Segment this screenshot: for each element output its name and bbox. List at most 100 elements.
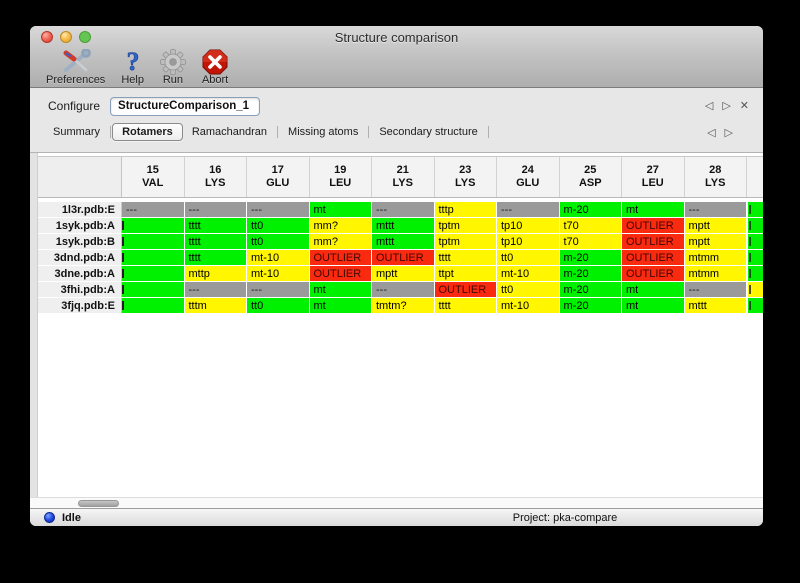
row-label[interactable]: 3dnd.pdb:A <box>38 250 122 266</box>
configure-input[interactable] <box>110 96 261 116</box>
rotamer-cell[interactable]: mttt <box>372 218 435 234</box>
column-header-25[interactable]: 25 ASP <box>560 157 622 197</box>
column-header-23[interactable]: 23 LYS <box>435 157 497 197</box>
rotamer-cell[interactable]: t70 <box>559 234 622 250</box>
rotamer-cell-clipped[interactable] <box>747 298 763 314</box>
rotamer-cell-clipped[interactable] <box>747 266 763 282</box>
rotamer-cell[interactable]: mt-10 <box>247 250 310 266</box>
rotamer-cell[interactable]: --- <box>497 202 560 218</box>
tab-prev-icon[interactable]: ◁ <box>707 126 716 139</box>
column-header-16[interactable]: 16 LYS <box>185 157 247 197</box>
column-header-17[interactable]: 17 GLU <box>247 157 310 197</box>
rotamer-cell[interactable]: tt0 <box>247 298 310 314</box>
rotamer-cell[interactable]: m-20 <box>559 266 622 282</box>
rotamer-cell[interactable]: mt-10 <box>497 298 560 314</box>
rotamer-cell[interactable]: mtmm <box>684 250 747 266</box>
rotamer-cell[interactable]: --- <box>372 282 435 298</box>
rotamer-cell[interactable]: --- <box>247 282 310 298</box>
rotamer-cell[interactable]: tptm <box>434 218 497 234</box>
rotamer-cell[interactable]: tp10 <box>497 218 560 234</box>
rotamer-cell[interactable]: ttpt <box>434 266 497 282</box>
rotamer-cell[interactable]: OUTLIER <box>622 266 685 282</box>
rotamer-cell-clipped[interactable] <box>747 234 763 250</box>
rotamer-cell[interactable]: OUTLIER <box>622 250 685 266</box>
rotamer-cell[interactable]: mt-10 <box>247 266 310 282</box>
rotamer-cell-clipped[interactable] <box>747 282 763 298</box>
horizontal-scrollbar-thumb[interactable] <box>78 500 119 507</box>
rotamer-cell[interactable]: --- <box>684 202 747 218</box>
rotamer-cell[interactable]: mttp <box>184 266 247 282</box>
rotamer-cell[interactable]: mt <box>622 282 685 298</box>
tab-next-icon[interactable]: ▷ <box>724 126 733 139</box>
rotamer-cell[interactable]: tttt <box>184 234 247 250</box>
rotamer-cell[interactable]: tt0 <box>247 234 310 250</box>
rotamer-cell-clipped[interactable] <box>747 202 763 218</box>
tab-summary[interactable]: Summary <box>53 126 101 138</box>
row-label[interactable]: 1syk.pdb:B <box>38 234 122 250</box>
rotamer-cell[interactable]: t70 <box>559 218 622 234</box>
rotamer-cell[interactable]: OUTLIER <box>622 234 685 250</box>
rotamer-cell[interactable]: OUTLIER <box>309 266 372 282</box>
column-header-15[interactable]: 15 VAL <box>122 157 185 197</box>
rotamer-cell[interactable]: --- <box>122 202 185 218</box>
rotamer-cell[interactable] <box>122 250 185 266</box>
rotamer-cell[interactable] <box>122 218 185 234</box>
rotamer-cell[interactable]: mm? <box>309 218 372 234</box>
rotamer-cell[interactable]: --- <box>684 282 747 298</box>
rotamer-cell[interactable]: --- <box>184 282 247 298</box>
horizontal-scrollbar[interactable] <box>30 497 763 508</box>
rotamer-cell[interactable]: mptt <box>372 266 435 282</box>
rotamer-cell[interactable]: tt0 <box>497 282 560 298</box>
rotamer-cell[interactable] <box>122 282 185 298</box>
rotamer-cell[interactable]: --- <box>247 202 310 218</box>
rotamer-cell[interactable]: tttt <box>184 218 247 234</box>
tab-missing-atoms[interactable]: Missing atoms <box>288 126 359 138</box>
rotamer-cell[interactable]: OUTLIER <box>372 250 435 266</box>
column-header-19[interactable]: 19 LEU <box>310 157 372 197</box>
rotamer-cell-clipped[interactable] <box>747 250 763 266</box>
zoom-window-button[interactable] <box>79 31 91 43</box>
rotamer-cell[interactable]: tt0 <box>247 218 310 234</box>
rotamer-cell[interactable]: tmtm? <box>372 298 435 314</box>
rotamer-cell[interactable]: tttt <box>434 298 497 314</box>
rotamer-cell[interactable]: mt-10 <box>497 266 560 282</box>
rotamer-cell[interactable]: m-20 <box>559 298 622 314</box>
rotamer-cell[interactable]: tptm <box>434 234 497 250</box>
row-label[interactable]: 1syk.pdb:A <box>38 218 122 234</box>
rotamer-cell[interactable]: OUTLIER <box>622 218 685 234</box>
toolbar-button-run[interactable]: Run <box>160 49 186 86</box>
rotamer-cell[interactable]: mt <box>309 298 372 314</box>
configure-next-icon[interactable]: ▷ <box>722 99 731 112</box>
close-window-button[interactable] <box>41 31 53 43</box>
rotamer-cell[interactable] <box>122 234 185 250</box>
rotamer-cell[interactable]: --- <box>184 202 247 218</box>
toolbar-button-abort[interactable]: Abort <box>202 49 228 86</box>
rotamer-cell[interactable]: tt0 <box>497 250 560 266</box>
rotamer-cell[interactable]: m-20 <box>559 202 622 218</box>
rotamer-cell[interactable]: OUTLIER <box>434 282 497 298</box>
configure-prev-icon[interactable]: ◁ <box>704 99 714 112</box>
titlebar[interactable]: Structure comparison <box>30 26 763 48</box>
rotamer-cell[interactable]: tttp <box>434 202 497 218</box>
rotamer-cell[interactable]: mt <box>622 202 685 218</box>
rotamer-cell[interactable]: m-20 <box>559 250 622 266</box>
column-header-28[interactable]: 28 LYS <box>685 157 747 197</box>
rotamer-cell[interactable]: OUTLIER <box>309 250 372 266</box>
rotamer-cell[interactable]: mttt <box>372 234 435 250</box>
toolbar-button-help[interactable]: ? Help <box>121 49 144 86</box>
row-label[interactable]: 3fhi.pdb:A <box>38 282 122 298</box>
rotamer-cell[interactable]: m-20 <box>559 282 622 298</box>
rotamer-cell[interactable]: mm? <box>309 234 372 250</box>
rotamer-cell[interactable] <box>122 266 185 282</box>
rotamer-cell[interactable]: mt <box>622 298 685 314</box>
rotamer-cell[interactable]: mptt <box>684 234 747 250</box>
column-header-21[interactable]: 21 LYS <box>372 157 435 197</box>
rotamer-cell[interactable]: tttm <box>184 298 247 314</box>
rotamer-cell-clipped[interactable] <box>747 218 763 234</box>
row-label[interactable]: 3dne.pdb:A <box>38 266 122 282</box>
minimize-window-button[interactable] <box>60 31 72 43</box>
tab-secondary-structure[interactable]: Secondary structure <box>379 126 478 138</box>
rotamer-cell[interactable]: --- <box>372 202 435 218</box>
rotamer-cell[interactable]: mptt <box>684 218 747 234</box>
tab-ramachandran[interactable]: Ramachandran <box>191 126 268 138</box>
